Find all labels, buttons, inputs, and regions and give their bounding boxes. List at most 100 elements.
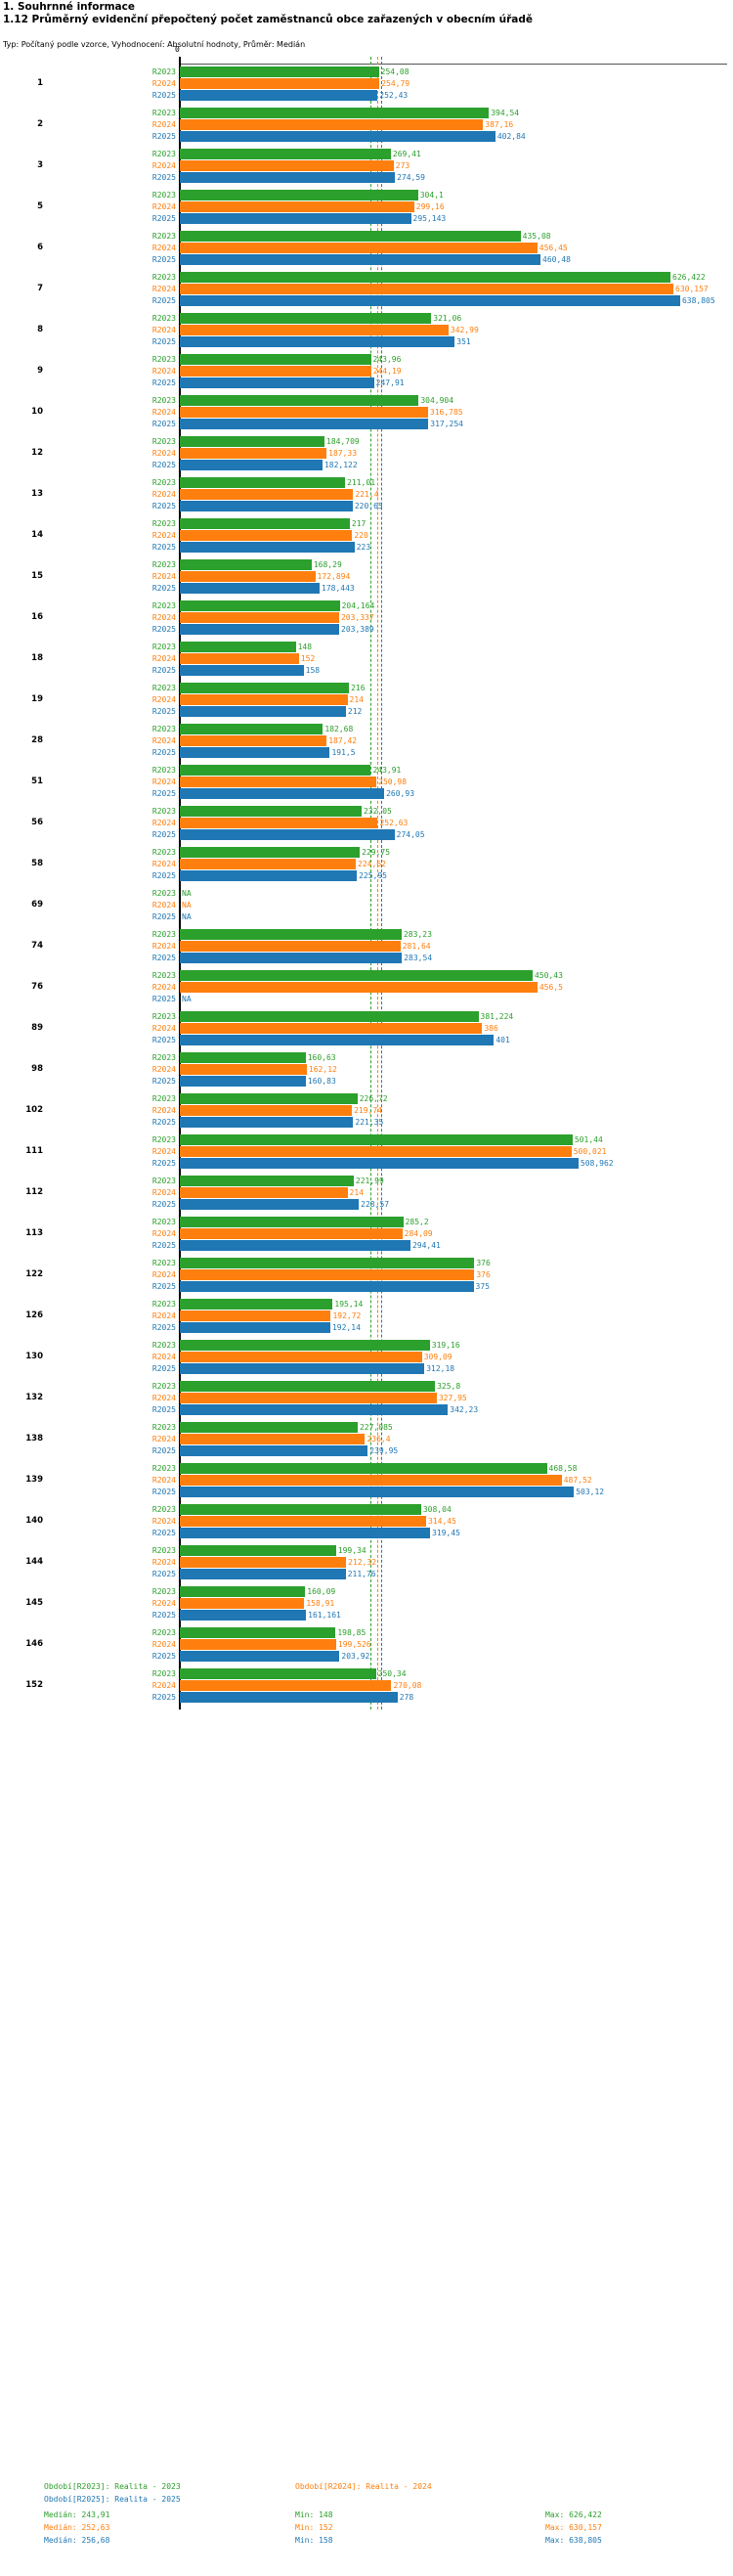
bar-r2023 — [180, 1586, 306, 1597]
series-label-r2025: R2025 — [151, 173, 176, 182]
bar-r2023 — [180, 1504, 421, 1515]
bar-value-label: 203,337 — [340, 613, 374, 622]
row-category-label: 139 — [25, 1475, 43, 1485]
series-label-r2023: R2023 — [151, 930, 176, 939]
bar-value-label: 450,43 — [534, 971, 563, 980]
bar-value-label: 244,19 — [372, 367, 402, 376]
bar-value-label: 225,95 — [359, 871, 387, 880]
bar-r2024 — [180, 1680, 392, 1691]
series-label-r2025: R2025 — [151, 132, 176, 141]
legend-max-r2024: Max: 630,157 — [545, 2523, 602, 2532]
series-label-r2025: R2025 — [151, 584, 176, 593]
series-label-r2024: R2024 — [151, 1394, 176, 1402]
bar-value-label: 187,42 — [328, 736, 358, 745]
series-label-r2024: R2024 — [151, 1229, 176, 1238]
bar-value-label: 221,99 — [355, 1177, 384, 1185]
row-category-label: 69 — [31, 900, 43, 910]
bar-value-label: 308,04 — [422, 1505, 452, 1514]
legend-min-r2024: Min: 152 — [295, 2523, 333, 2532]
series-label-r2023: R2023 — [151, 1094, 176, 1103]
row-category-label: 9 — [37, 366, 43, 376]
series-label-r2024: R2024 — [151, 120, 176, 129]
bar-r2024 — [180, 1064, 307, 1075]
bar-value-label: 401 — [496, 1036, 510, 1044]
bar-r2025 — [180, 665, 304, 676]
series-label-r2025: R2025 — [151, 1364, 176, 1373]
bar-r2025 — [180, 1651, 340, 1662]
series-label-r2023: R2023 — [151, 1341, 176, 1350]
series-label-r2025: R2025 — [151, 1200, 176, 1209]
bar-value-label: 212 — [347, 707, 363, 716]
bar-value-label: 325,8 — [437, 1382, 461, 1391]
series-label-r2023: R2023 — [151, 1053, 176, 1062]
series-label-r2023: R2023 — [151, 355, 176, 364]
bar-value-label: 160,83 — [307, 1077, 336, 1086]
row-category-label: 98 — [31, 1064, 43, 1074]
row-category-label: 15 — [31, 571, 43, 581]
series-label-r2023: R2023 — [151, 1628, 176, 1637]
legend-median-r2024: Medián: 252,63 — [44, 2523, 110, 2532]
series-label-r2023: R2023 — [151, 519, 176, 528]
chart-rows: 1 R2023 254,08 R2024 254,79 R2025 252,43 2 R2023… — [0, 57, 733, 1710]
bar-value-label: 211,76 — [347, 1570, 376, 1578]
bar-value-label: 260,93 — [386, 789, 415, 798]
series-label-r2023: R2023 — [151, 396, 176, 405]
bar-r2023 — [180, 1258, 475, 1268]
series-label-r2023: R2023 — [151, 191, 176, 200]
row-category-label: 18 — [31, 653, 43, 663]
bar-r2024 — [180, 612, 339, 623]
series-label-r2024: R2024 — [151, 1311, 176, 1320]
bar-r2023 — [180, 1381, 436, 1392]
bar-value-label: 221,4 — [355, 490, 379, 499]
bar-value-label: 224,62 — [358, 860, 386, 868]
bar-r2025 — [180, 1569, 346, 1579]
series-label-r2025: R2025 — [151, 1652, 176, 1661]
series-label-r2025: R2025 — [151, 214, 176, 223]
bar-r2023 — [180, 642, 296, 652]
bar-value-label: 456,45 — [539, 244, 568, 252]
bar-value-na: NA — [182, 995, 192, 1003]
bar-r2024 — [180, 1146, 572, 1157]
legend-median-r2025: Medián: 256,68 — [44, 2536, 110, 2545]
bar-value-label: 195,14 — [334, 1300, 364, 1309]
series-label-r2025: R2025 — [151, 1529, 176, 1537]
series-label-r2023: R2023 — [151, 1135, 176, 1144]
bar-value-label: 236,4 — [366, 1435, 391, 1443]
series-label-r2023: R2023 — [151, 643, 176, 651]
bar-r2025 — [180, 295, 680, 306]
bar-r2025 — [180, 583, 320, 594]
bar-value-label: 211,01 — [347, 478, 376, 487]
bar-r2025 — [180, 542, 355, 553]
bar-value-label: 182,122 — [323, 461, 358, 469]
series-label-r2025: R2025 — [151, 1611, 176, 1620]
bar-value-label: 281,64 — [402, 942, 431, 951]
bar-value-label: 229,75 — [362, 848, 391, 857]
bar-value-label: 148 — [297, 643, 313, 651]
bar-value-label: 402,84 — [496, 132, 526, 141]
page-title: 1.12 Průměrný evidenční přepočtený počet… — [3, 14, 534, 25]
series-label-r2025: R2025 — [151, 912, 176, 921]
bar-r2023 — [180, 477, 346, 488]
series-label-r2024: R2024 — [151, 449, 176, 458]
series-label-r2024: R2024 — [151, 613, 176, 622]
row-category-label: 2 — [37, 119, 43, 129]
series-label-r2024: R2024 — [151, 654, 176, 663]
bar-value-label: 503,12 — [576, 1488, 605, 1496]
series-label-r2024: R2024 — [151, 1270, 176, 1279]
series-label-r2023: R2023 — [151, 273, 176, 282]
median-line-r2024 — [377, 57, 379, 1710]
median-line-r2025 — [380, 57, 383, 1710]
row-category-label: 51 — [31, 777, 43, 786]
series-label-r2024: R2024 — [151, 983, 176, 992]
series-label-r2023: R2023 — [151, 478, 176, 487]
series-label-r2023: R2023 — [151, 67, 176, 76]
bar-r2025 — [180, 953, 403, 963]
bar-r2023 — [180, 765, 371, 776]
bar-value-label: 232,05 — [363, 807, 392, 816]
bar-value-label: 285,2 — [405, 1218, 429, 1226]
axis-zero-line — [179, 57, 181, 1710]
series-label-r2024: R2024 — [151, 819, 176, 827]
series-label-r2024: R2024 — [151, 408, 176, 417]
series-label-r2023: R2023 — [151, 109, 176, 117]
bar-r2025 — [180, 1158, 579, 1169]
